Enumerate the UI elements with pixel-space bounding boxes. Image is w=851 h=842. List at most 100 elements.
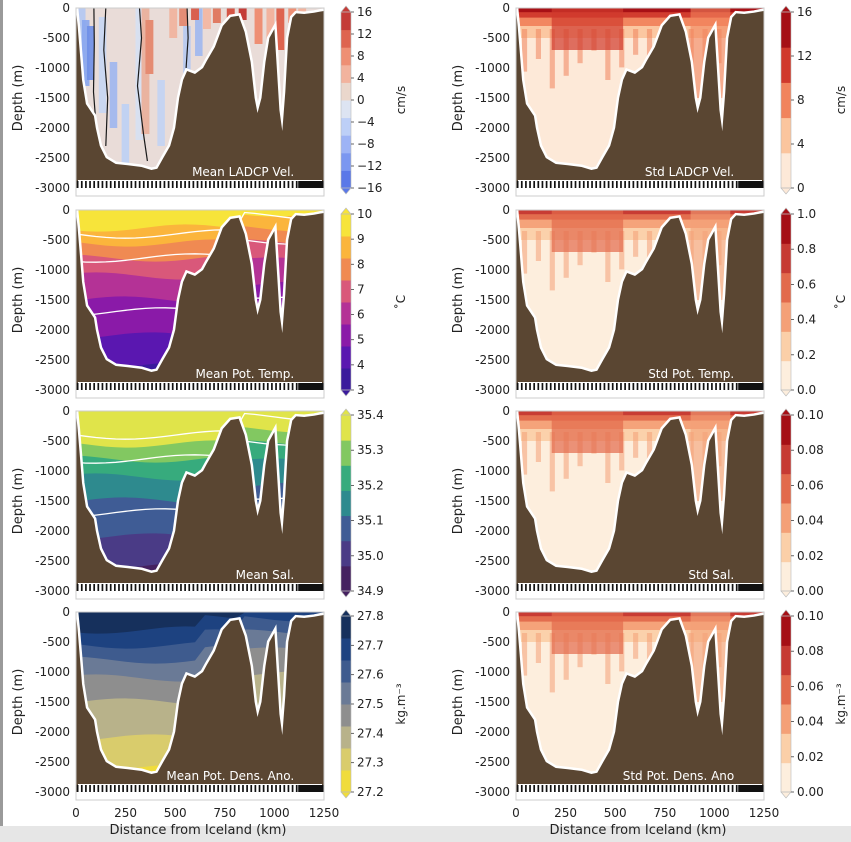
y-tick-label: -500 — [483, 31, 510, 45]
std-streak — [535, 231, 541, 261]
station-tick — [80, 584, 83, 591]
station-tick — [142, 584, 145, 591]
station-tick — [184, 785, 186, 792]
y-tick-label: -2000 — [475, 524, 510, 538]
colorbar-tick-label: 4 — [357, 71, 365, 85]
colorbar-segment — [781, 331, 791, 362]
station-tick — [76, 383, 79, 390]
y-axis-label: Depth (m) — [11, 669, 26, 736]
colorbar-tick-label: 0.10 — [797, 609, 824, 623]
x-tick-label: 0 — [512, 806, 520, 820]
colorbar-segment — [341, 616, 351, 639]
colorbar-segment — [781, 243, 791, 274]
colorbar-tick-label: 0.08 — [797, 644, 824, 658]
colorbar-segment — [781, 733, 791, 764]
station-tick — [225, 181, 228, 188]
station-tick — [533, 383, 536, 390]
station-tick — [727, 383, 730, 390]
station-tick — [242, 383, 244, 390]
station-tick — [242, 181, 244, 188]
station-tick — [644, 584, 647, 591]
station-tick — [673, 584, 676, 591]
std-streak — [633, 633, 639, 659]
station-tick — [694, 785, 697, 792]
colorbar-extend-top — [780, 207, 792, 215]
station-tick — [97, 181, 100, 188]
std-core — [551, 612, 624, 654]
y-axis-label: Depth (m) — [451, 267, 466, 334]
colorbar-segment — [341, 12, 351, 31]
colorbar-tick-label: −16 — [357, 181, 382, 195]
std-streak — [605, 231, 611, 282]
colorbar-label: cm/s — [834, 86, 848, 115]
station-tick — [167, 584, 170, 591]
panel-right-0: 0 -500 -1000 -1500 -2000 -2500 -3000 Depth (m) S… — [451, 1, 848, 197]
colorbar-tick-label: 8 — [357, 257, 365, 271]
station-tick — [217, 584, 220, 591]
station-tick — [147, 383, 149, 390]
panel-title: Std Sal. — [688, 568, 734, 582]
colorbar-extend-bottom — [780, 389, 792, 397]
station-tick — [587, 181, 589, 188]
colorbar-tick-label: 27.2 — [357, 785, 384, 799]
station-tick — [204, 785, 207, 792]
colorbar-tick-label: 0.00 — [797, 785, 824, 799]
plot-border — [515, 209, 765, 399]
station-tick — [578, 181, 581, 188]
station-tick — [698, 785, 701, 792]
station-tick — [520, 383, 523, 390]
colorbar-extend-top — [780, 609, 792, 617]
colorbar-tick-label: 8 — [797, 93, 805, 107]
x-axis-label-left: Distance from Iceland (km) — [110, 823, 287, 838]
station-tick — [254, 383, 257, 390]
station-tick — [250, 584, 253, 591]
station-tick — [578, 383, 581, 390]
plot-border — [75, 410, 325, 600]
x-tick-label: 0 — [72, 806, 80, 820]
velocity-cell — [169, 8, 178, 38]
station-tick — [682, 785, 684, 792]
panel-right-2: 0 -500 -1000 -1500 -2000 -2500 -3000 Depth (m) S… — [451, 404, 824, 600]
velocity-cell — [98, 17, 107, 113]
colorbar-segment — [341, 324, 351, 347]
station-tick — [649, 383, 651, 390]
colorbar-extend-bottom — [780, 791, 792, 799]
station-tick — [122, 181, 124, 188]
velocity-cell — [195, 8, 203, 56]
station-tick — [134, 383, 137, 390]
bathymetry — [516, 210, 764, 390]
station-tick — [196, 383, 199, 390]
colorbar-segment — [341, 770, 351, 793]
station-tick — [525, 383, 527, 390]
station-tick — [151, 181, 153, 188]
std-streak — [549, 231, 555, 291]
station-tick — [258, 181, 261, 188]
panel-title: Mean Pot. Dens. Ano. — [166, 769, 294, 783]
colorbar-segment — [781, 704, 791, 734]
colorbar-tick-label: 34.9 — [357, 584, 384, 598]
colorbar-tick-label: 0.06 — [797, 478, 824, 492]
station-tick — [711, 785, 713, 792]
station-tick — [242, 785, 244, 792]
colorbar-tick-label: 0.6 — [797, 277, 816, 291]
station-tick — [151, 785, 153, 792]
station-tick — [287, 383, 290, 390]
station-tick — [291, 181, 294, 188]
station-tick — [151, 383, 153, 390]
station-tick — [595, 584, 598, 591]
colorbar-extend-bottom — [340, 791, 352, 799]
std-band — [516, 210, 764, 220]
station-tick — [653, 181, 655, 188]
station-tick — [644, 383, 647, 390]
colorbar-extend-top — [340, 609, 352, 617]
station-tick — [582, 383, 585, 390]
station-tick — [262, 584, 265, 591]
station-tick — [76, 181, 79, 188]
station-tick — [727, 584, 730, 591]
colorbar-tick-label: 27.3 — [357, 756, 384, 770]
station-tick — [279, 584, 282, 591]
station-tick — [537, 785, 540, 792]
station-tick — [159, 785, 162, 792]
station-tick — [122, 584, 124, 591]
station-tick — [657, 785, 660, 792]
